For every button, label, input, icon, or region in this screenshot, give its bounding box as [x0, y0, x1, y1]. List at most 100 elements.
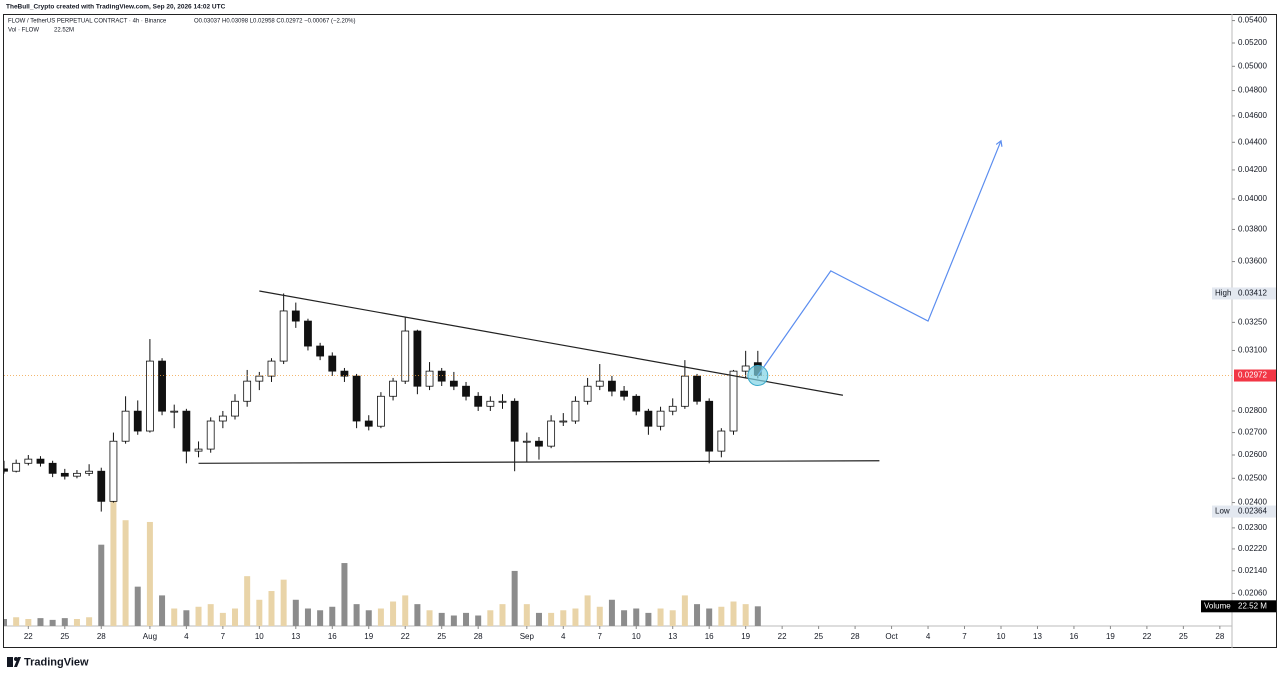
volume-bar [195, 606, 202, 626]
y-tick-label: 0.02700 [1238, 428, 1267, 437]
trendline [259, 290, 844, 396]
x-tick-label: 13 [1033, 632, 1042, 641]
volume-bar [548, 612, 555, 626]
volume-bar [608, 599, 615, 626]
symbol-title: FLOW / TetherUS PERPETUAL CONTRACT · 4h … [8, 19, 167, 25]
projection-path [757, 140, 1002, 376]
x-tick-label: Oct [885, 632, 898, 641]
plot [4, 139, 1232, 626]
candle-body [316, 345, 325, 357]
volume-bar [560, 610, 567, 626]
volume-bar [292, 599, 299, 626]
volume-bar [73, 619, 80, 626]
x-tick-label: 10 [255, 632, 264, 641]
y-tick-label: 0.03250 [1238, 317, 1267, 326]
volume-bar [122, 520, 129, 626]
candle-body [12, 462, 21, 472]
candle-body [24, 458, 33, 464]
candle-body [474, 395, 483, 407]
candle-body [377, 395, 385, 427]
candle-body [522, 440, 531, 443]
y-tick-label: 0.02800 [1238, 406, 1267, 415]
candle-body [583, 385, 592, 402]
y-tick-label: 0.03800 [1238, 225, 1267, 234]
candle-body [644, 410, 653, 427]
candle-body [462, 385, 470, 397]
volume-bar [463, 612, 470, 626]
volume-bar [329, 606, 336, 626]
footer-logo: TradingView [7, 656, 89, 668]
candle-body [449, 380, 458, 387]
candle-body [668, 405, 677, 412]
x-tick-label: 10 [997, 632, 1006, 641]
y-tick-label: 0.04400 [1238, 137, 1267, 146]
volume-bar [61, 618, 68, 626]
x-tick-label: 7 [598, 632, 603, 641]
x-tick-label: 19 [1106, 632, 1115, 641]
volume-bar [402, 595, 409, 626]
candle-body [620, 390, 628, 397]
candle-body [206, 420, 215, 450]
x-tick-label: Sep [520, 632, 535, 641]
volume-bar [341, 563, 348, 626]
x-tick-label: 25 [60, 632, 69, 641]
volume-bar [171, 608, 178, 626]
volume-bar [219, 612, 226, 626]
candle-body [109, 440, 118, 502]
x-tick-label: 10 [632, 632, 641, 641]
volume-bar [754, 606, 761, 626]
volume-bar [304, 608, 311, 626]
y-tick-label: 0.03600 [1238, 257, 1267, 266]
y-tick-label: 0.02140 [1238, 566, 1267, 575]
candle-body [267, 360, 276, 377]
candle-body [304, 320, 312, 347]
volume-bar [657, 608, 664, 626]
volume-bar [621, 610, 628, 626]
volume-bar [523, 604, 530, 626]
badge-value: 0.02364 [1238, 507, 1267, 516]
volume-bar [596, 606, 603, 626]
volume-bar [49, 619, 56, 626]
y-tick-label: 0.02060 [1238, 588, 1267, 597]
y-tick-label: 0.04600 [1238, 111, 1267, 120]
y-tick-label: 0.04000 [1238, 194, 1267, 203]
candle-body [656, 410, 665, 427]
volume-bar [438, 612, 445, 626]
x-tick-label: 28 [851, 632, 860, 641]
volume-bar [669, 610, 676, 626]
x-tick-label: 13 [291, 632, 300, 641]
volume-title: Vol · FLOW [8, 28, 39, 34]
volume-bar [633, 608, 640, 626]
volume-bar [86, 617, 93, 626]
y-tick-label: 0.02220 [1238, 544, 1267, 553]
candle-body [133, 410, 142, 432]
volume-bar [25, 619, 32, 626]
badge-label: Low [1215, 507, 1230, 516]
logo-mark [14, 657, 21, 667]
candle-body [571, 400, 580, 422]
trendline [198, 460, 880, 464]
volume-bar [256, 599, 263, 626]
candle-body [97, 470, 106, 502]
y-tick-label: 0.05200 [1238, 38, 1267, 47]
candle-body [255, 375, 264, 382]
ohlc-legend: O0.03037 H0.03098 L0.02958 C0.02972 −0.0… [194, 19, 355, 25]
volume-bar [390, 601, 397, 626]
breakout-highlight [747, 365, 769, 387]
volume-bar [134, 586, 141, 626]
x-tick-label: 4 [561, 632, 566, 641]
candle-body [352, 375, 361, 422]
candle-body [85, 470, 94, 474]
x-tick-label: 19 [364, 632, 373, 641]
x-tick-label: 25 [814, 632, 823, 641]
volume-bar [584, 595, 591, 626]
y-tick-label: 0.02300 [1238, 523, 1267, 532]
x-tick-label: 7 [221, 632, 226, 641]
candle-body [425, 370, 434, 387]
y-tick-label: 0.02400 [1238, 498, 1267, 507]
volume-bar [450, 615, 457, 626]
volume-badge-value: 22.52 M [1238, 601, 1267, 610]
y-tick-label: 0.02500 [1238, 473, 1267, 482]
